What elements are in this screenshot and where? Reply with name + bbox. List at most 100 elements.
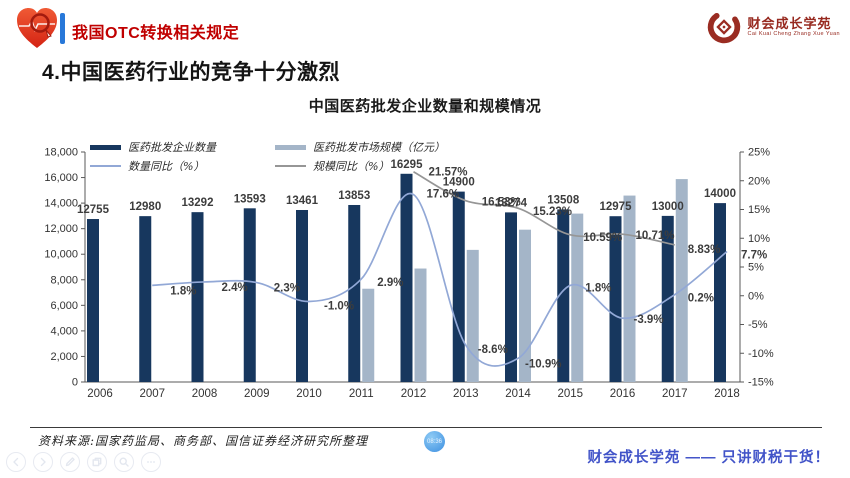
line-point-label: 1.8% <box>585 282 611 294</box>
legend-label: 规模同比（%） <box>313 160 390 173</box>
bar-value-label: 16295 <box>391 159 424 171</box>
bar <box>519 229 531 382</box>
bar <box>191 212 204 382</box>
x-axis-year-label: 2015 <box>557 388 583 400</box>
line-point-label: 21.57% <box>429 167 468 179</box>
footer-divider <box>30 427 822 428</box>
title-accent-bar <box>60 13 65 44</box>
bar-value-label: 12755 <box>77 204 110 216</box>
bar <box>362 288 375 382</box>
data-labels-layer: 12755 12980 13292 13593 13461 13853 16295 14900… <box>77 159 767 371</box>
legend-item-bar-scale: 医药批发市场规模（亿元） <box>275 139 445 155</box>
line-point-label: -1.0% <box>324 301 354 313</box>
line-point-label: 0.2% <box>688 293 714 305</box>
pencil-icon <box>65 457 75 467</box>
legend-item-bar-count: 医药批发企业数量 <box>90 139 216 155</box>
zoom-button[interactable] <box>114 452 134 472</box>
legend-label: 医药批发市场规模（亿元） <box>313 141 445 154</box>
next-slide-button[interactable] <box>33 452 53 472</box>
logo-subtitle: Cai Kuai Cheng Zhang Xue Yuan <box>747 31 840 38</box>
bar-value-label: 12980 <box>129 201 161 213</box>
x-axis-year-label: 2017 <box>662 388 688 400</box>
legend-label: 医药批发企业数量 <box>128 141 216 154</box>
bar <box>505 212 517 382</box>
x-axis-year-label: 2006 <box>87 388 113 400</box>
slide-heading: 4.中国医药行业的竞争十分激烈 <box>42 61 341 84</box>
source-note: 资料来源:国家药监局、商务部、国信证券经济研究所整理 <box>38 434 369 448</box>
bar <box>400 173 413 382</box>
x-axis-year-label: 2016 <box>610 388 636 400</box>
right-axis-tick-label: -5% <box>748 319 768 331</box>
bar <box>557 209 570 382</box>
x-axis-year-label: 2012 <box>401 388 427 400</box>
legend-item-line-scale-yoy: 规模同比（%） <box>275 158 389 174</box>
timer-badge[interactable]: 08:36 <box>424 431 445 452</box>
footer-slogan: 财会成长学苑 —— 只讲财税干货！ <box>587 450 830 466</box>
x-axis-year-label: 2007 <box>139 388 165 400</box>
bar-value-label: 13853 <box>338 190 370 202</box>
annotate-button[interactable] <box>60 452 80 472</box>
bar-value-label: 12975 <box>600 201 633 213</box>
right-axis-tick-label: -15% <box>748 377 774 389</box>
trend-line <box>413 170 675 246</box>
bar <box>414 268 427 382</box>
presenter-toolbar <box>6 452 161 472</box>
brand-logo: 财会成长学苑 Cai Kuai Cheng Zhang Xue Yuan <box>703 6 840 48</box>
left-axis-tick-label: 6,000 <box>50 300 78 312</box>
legend-swatch-blue-line <box>90 165 121 167</box>
x-axis-year-label: 2010 <box>296 388 322 400</box>
left-axis-tick-label: 2,000 <box>50 351 78 363</box>
x-axis-year-label: 2009 <box>244 388 270 400</box>
line-point-label: 1.8% <box>170 285 196 297</box>
bar <box>87 219 99 382</box>
lines-layer <box>152 170 728 367</box>
line-point-label: 16.53% <box>482 197 521 209</box>
line-point-label: 10.71% <box>636 230 675 242</box>
right-axis-tick-label: 25% <box>748 147 770 159</box>
bar <box>243 208 256 382</box>
line-point-label: 7.7% <box>741 249 767 261</box>
lesson-title: 我国OTC转换相关规定 <box>72 25 240 42</box>
logo-swirl-icon <box>708 10 741 44</box>
chart-title: 中国医药批发企业数量和规模情况 <box>308 98 542 115</box>
more-button[interactable] <box>141 452 161 472</box>
legend-swatch-gray-line <box>275 165 306 167</box>
x-axis-year-label: 2011 <box>349 388 374 400</box>
line-point-label: -8.6% <box>478 344 508 356</box>
left-axis-tick-label: 12,000 <box>44 223 78 235</box>
line-point-label: -10.9% <box>525 358 561 370</box>
bar <box>139 216 152 382</box>
line-point-label: 2.3% <box>274 283 300 295</box>
trend-line <box>152 192 728 367</box>
ellipsis-icon <box>147 461 155 463</box>
line-point-label: 17.6% <box>427 189 460 201</box>
pages-icon <box>92 457 102 467</box>
right-axis-tick-label: 10% <box>748 233 770 245</box>
legend-swatch-gray-bar <box>275 144 306 150</box>
logo-name: 财会成长学苑 <box>747 15 832 31</box>
left-axis-tick-label: 14,000 <box>44 198 78 210</box>
pages-button[interactable] <box>87 452 107 472</box>
bar-value-label: 14000 <box>704 188 736 200</box>
bar <box>623 195 636 382</box>
bar-value-label: 13000 <box>652 201 684 213</box>
right-axis-tick-label: 0% <box>748 290 764 302</box>
left-axis-tick-label: 16,000 <box>44 172 78 184</box>
axis-layer: 02,0004,0006,0008,00010,00012,00014,0001… <box>44 147 774 401</box>
legend-label: 数量同比（%） <box>128 160 205 173</box>
previous-slide-button[interactable] <box>6 452 26 472</box>
left-axis-tick-label: 4,000 <box>50 325 78 337</box>
x-axis-year-label: 2014 <box>505 388 531 400</box>
legend-item-line-count-yoy: 数量同比（%） <box>90 158 204 174</box>
right-axis-tick-label: 5% <box>748 262 764 274</box>
line-point-label: 15.23% <box>533 206 572 218</box>
line-point-label: 10.59% <box>583 232 622 244</box>
magnifier-icon <box>119 457 129 467</box>
left-axis-tick-label: 10,000 <box>44 249 78 261</box>
left-axis-tick-label: 0 <box>72 377 78 389</box>
bar <box>609 216 622 382</box>
line-point-label: -3.9% <box>634 314 664 326</box>
bar <box>571 213 584 382</box>
chevron-left-icon <box>13 457 19 467</box>
